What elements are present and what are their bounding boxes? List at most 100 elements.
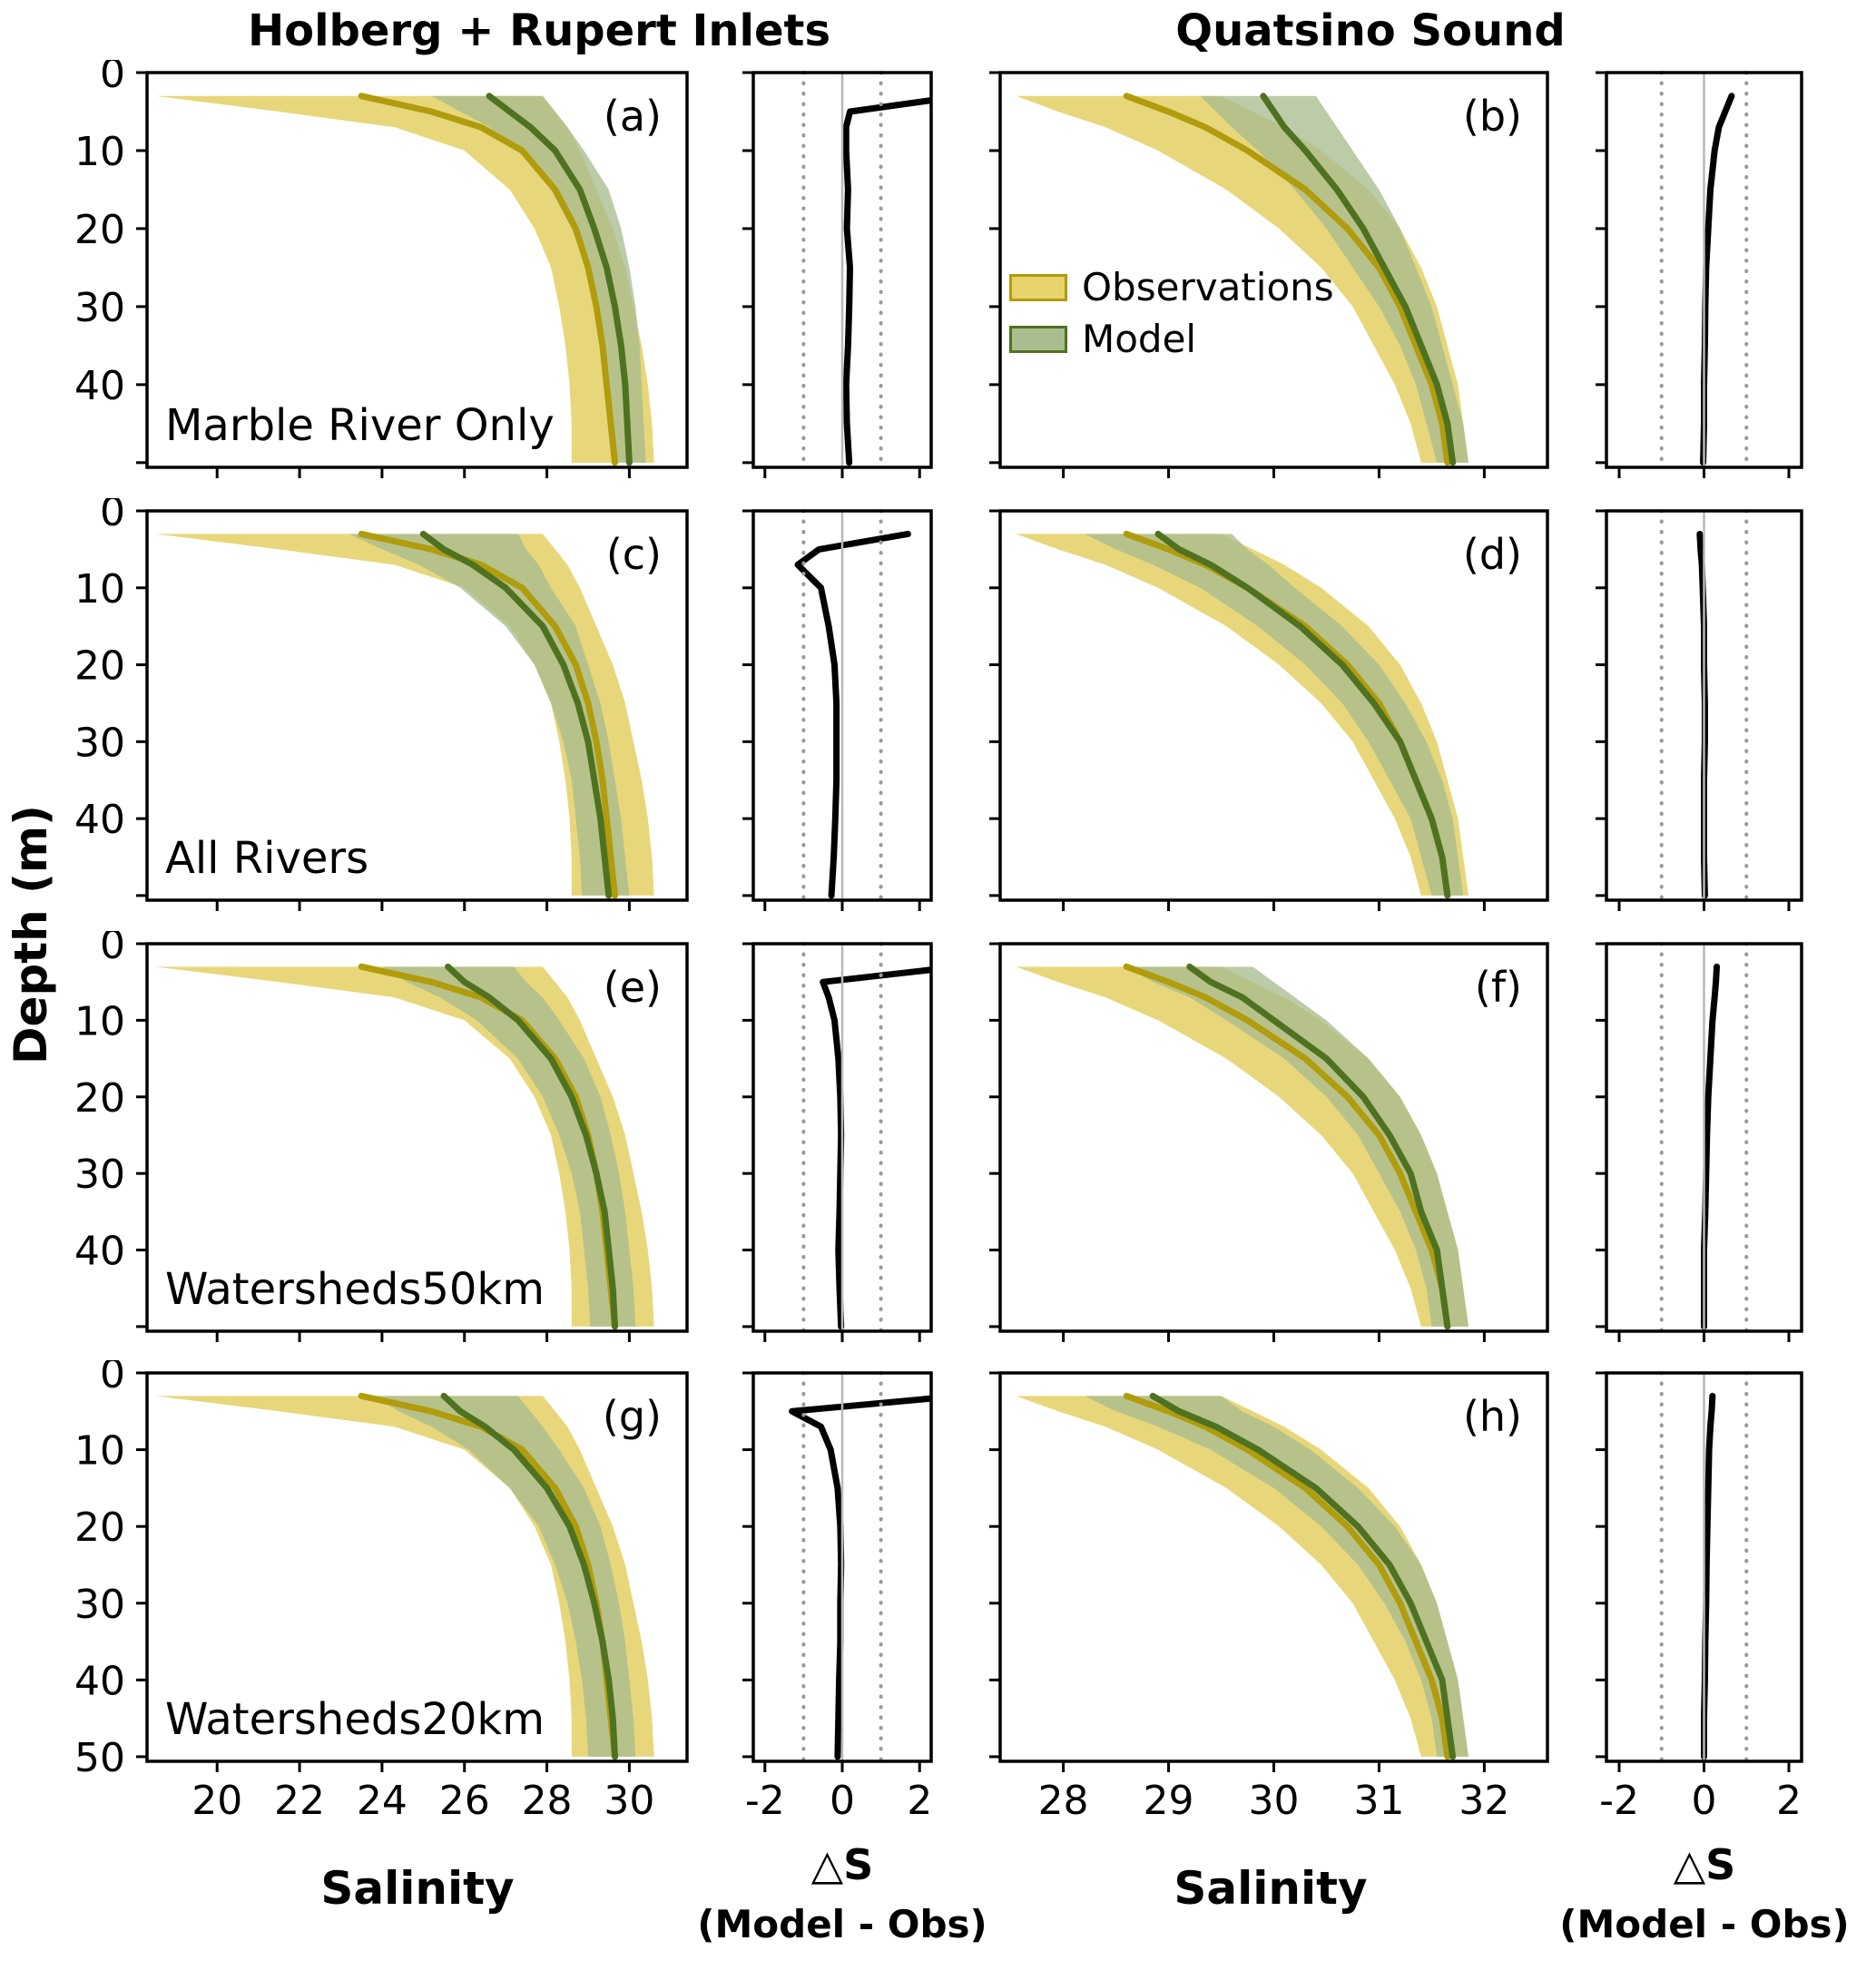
panel-frame [145, 71, 689, 469]
panel-letter: (d) [1463, 530, 1522, 579]
y-tick-label: 30 [74, 1582, 125, 1628]
scenario-label: All Rivers [165, 833, 368, 884]
scenario-label: Marble River Only [165, 400, 555, 451]
delta-s-line [842, 96, 931, 466]
y-tick-label: 10 [74, 566, 125, 613]
x-tick-label: 0 [830, 1778, 855, 1824]
x-tick-label: 31 [1353, 1778, 1404, 1824]
chart-panel-c-ds [742, 509, 933, 911]
scenario-label: Watersheds50km [165, 1264, 545, 1315]
y-tick-label: 0 [100, 931, 125, 968]
panel-letter: (e) [604, 963, 662, 1012]
x-tick-label: -2 [745, 1778, 785, 1824]
panel-letter: (b) [1463, 92, 1522, 141]
y-tick-label: 0 [100, 60, 125, 97]
x-tick-label: 29 [1144, 1778, 1194, 1824]
chart-panel-c: (c) All Rivers 0 10 20 30 40 [74, 498, 689, 911]
x-tick-label: 24 [357, 1778, 408, 1824]
panel-letter: (h) [1463, 1392, 1522, 1441]
y-axis-title-depth: Depth (m) [5, 805, 57, 1064]
x-tick-label: 32 [1459, 1778, 1509, 1824]
legend-label-model: Model [1082, 317, 1197, 361]
model-line [1260, 93, 1457, 466]
y-tick-label: 0 [100, 498, 125, 535]
chart-panel-a: (a) Marble River Only 0 10 20 30 40 [74, 60, 689, 478]
delta-s-line [1701, 1392, 1716, 1760]
chart-panel-g-ds: -2 0 2 [742, 1371, 933, 1824]
x-tick-label: 28 [1038, 1778, 1089, 1824]
delta-s-line [1700, 93, 1735, 466]
chart-panel-a-ds [742, 71, 933, 478]
model-band [381, 966, 636, 1327]
model-band [373, 1396, 636, 1757]
x-tick-label: 0 [1692, 1778, 1717, 1824]
legend: Observations Model [1009, 265, 1334, 368]
model-swatch-icon [1009, 325, 1067, 353]
observations-band [155, 95, 654, 463]
x-tick-label: 30 [1249, 1778, 1300, 1824]
y-tick-label: 30 [74, 1152, 125, 1198]
observations-line [1123, 963, 1451, 1330]
column-header-holberg-rupert: Holberg + Rupert Inlets [247, 5, 831, 56]
chart-panel-g: (g) Watersheds20km 20 22 24 26 28 30 0 10 20 30 40 50 [74, 1360, 689, 1824]
y-tick-label: 10 [74, 1428, 125, 1475]
x-tick-label: -2 [1599, 1778, 1639, 1824]
model-line [1154, 530, 1451, 899]
observations-line [358, 93, 619, 466]
x-tick-label: 30 [604, 1778, 654, 1824]
x-tick-label: 2 [1776, 1778, 1802, 1824]
model-line [1186, 963, 1451, 1330]
y-tick-label: 40 [74, 1658, 125, 1704]
y-tick-label: 20 [74, 1075, 125, 1122]
model-band [349, 534, 630, 896]
x-axis-subtitle-model-minus-obs-right: (Model - Obs) [1559, 1902, 1850, 1946]
chart-panel-b: (b) [989, 71, 1549, 478]
x-axis-title-delta-s-right: △S [1673, 1840, 1736, 1889]
panel-letter: (c) [606, 530, 662, 579]
panel-frame [145, 942, 689, 1333]
x-axis-title-salinity-right: Salinity [1174, 1862, 1368, 1915]
delta-s-line [789, 1395, 931, 1760]
model-band [431, 95, 646, 463]
panel-letter: (a) [604, 92, 662, 141]
y-tick-label: 0 [100, 1360, 125, 1397]
chart-panel-d-ds [1596, 509, 1803, 911]
y-tick-label: 40 [74, 1229, 125, 1275]
observations-swatch-icon [1009, 273, 1067, 301]
x-tick-label: 28 [522, 1778, 573, 1824]
y-tick-label: 50 [74, 1735, 125, 1781]
y-tick-label: 30 [74, 720, 125, 766]
y-tick-label: 40 [74, 363, 125, 409]
x-axis-title-delta-s-left: △S [810, 1840, 874, 1889]
x-tick-label: 2 [907, 1778, 932, 1824]
y-tick-label: 30 [74, 285, 125, 331]
y-tick-label: 40 [74, 797, 125, 843]
chart-panel-d: (d) [989, 509, 1549, 911]
x-tick-label: 22 [274, 1778, 325, 1824]
y-tick-label: 20 [74, 643, 125, 690]
delta-s-line [1701, 963, 1721, 1330]
chart-panel-e-ds [742, 942, 933, 1342]
chart-panel-e: (e) Watersheds50km 0 10 20 30 40 [74, 931, 689, 1342]
column-header-quatsino: Quatsino Sound [1175, 5, 1566, 56]
panel-letter: (g) [603, 1392, 662, 1441]
model-line [445, 963, 619, 1330]
panel-frame [145, 509, 689, 902]
y-tick-label: 20 [74, 207, 125, 253]
chart-panel-f-ds [1596, 942, 1803, 1342]
y-tick-label: 10 [74, 129, 125, 175]
delta-s-line [794, 530, 911, 899]
x-axis-subtitle-model-minus-obs-left: (Model - Obs) [697, 1902, 987, 1946]
panel-frame [145, 1371, 689, 1763]
model-line [419, 530, 613, 899]
scenario-label: Watersheds20km [165, 1694, 545, 1745]
observations-band [1016, 534, 1469, 896]
model-line [1149, 1392, 1457, 1760]
model-line [486, 93, 633, 466]
delta-s-line [820, 966, 931, 1330]
chart-panel-f: (f) [989, 942, 1549, 1342]
legend-item-model: Model [1009, 317, 1334, 361]
panel-letter: (f) [1475, 963, 1522, 1012]
x-tick-label: 20 [192, 1778, 242, 1824]
